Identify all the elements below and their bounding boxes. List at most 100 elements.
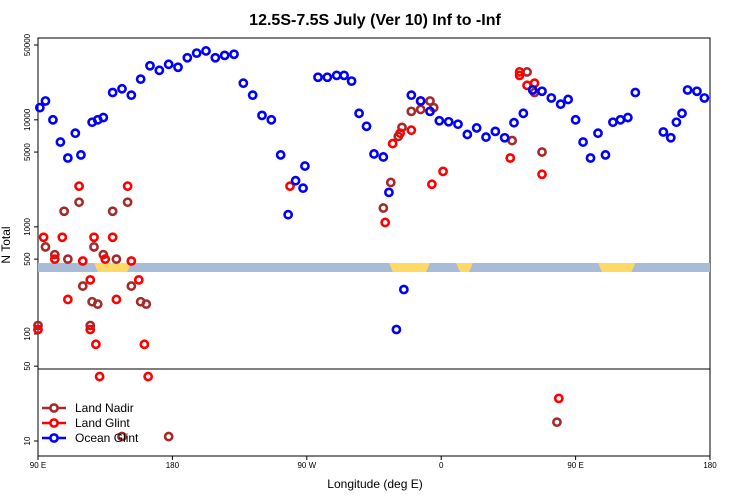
data-point-land-nadir: [537, 147, 547, 157]
data-point-land-glint: [107, 232, 118, 243]
data-point-ocean-glint: [361, 121, 372, 132]
x-tick-label: 180: [703, 461, 717, 470]
data-point-ocean-glint: [331, 70, 342, 81]
data-point-land-nadir: [122, 197, 133, 208]
data-point-land-nadir: [89, 242, 99, 252]
data-point-ocean-glint: [322, 72, 333, 83]
data-point-land-nadir: [49, 249, 60, 260]
plot-frame: [37, 37, 711, 457]
data-point-land-nadir: [522, 67, 532, 77]
data-point-ocean-glint: [692, 86, 702, 97]
x-tick-label: 0: [439, 461, 444, 470]
data-point-land-glint: [57, 232, 68, 243]
data-point-ocean-glint: [313, 72, 323, 83]
data-point-land-nadir: [415, 104, 426, 115]
data-point-land-glint: [89, 232, 99, 243]
data-point-ocean-glint: [173, 62, 183, 73]
data-point-ocean-glint: [665, 132, 676, 143]
data-point-ocean-glint: [107, 87, 118, 98]
data-point-ocean-glint: [210, 52, 221, 63]
data-point-ocean-glint: [415, 96, 426, 106]
data-point-ocean-glint: [40, 96, 51, 106]
data-point-ocean-glint: [34, 102, 45, 113]
data-point-ocean-glint: [298, 183, 308, 194]
data-point-ocean-glint: [527, 85, 538, 95]
data-point-land-nadir: [59, 206, 70, 217]
data-point-land-nadir: [77, 281, 88, 291]
data-point-land-glint: [62, 294, 73, 305]
data-point-land-glint: [438, 166, 448, 177]
data-point-land-glint: [100, 254, 111, 265]
legend-marker: [49, 433, 59, 443]
data-point-ocean-glint: [406, 90, 417, 101]
data-point-ocean-glint: [699, 93, 710, 103]
data-points: [33, 46, 710, 442]
data-point-ocean-glint: [266, 114, 277, 125]
data-point-ocean-glint: [384, 187, 394, 198]
data-point-land-glint: [85, 274, 96, 285]
data-point-land-glint: [139, 339, 150, 350]
data-point-ocean-glint: [378, 152, 389, 162]
data-point-land-nadir: [85, 320, 96, 331]
data-point-land-nadir: [141, 299, 152, 310]
y-axis-label: N Total: [0, 226, 13, 263]
data-point-ocean-glint: [509, 117, 519, 128]
y-tick-label: 50000: [23, 33, 32, 56]
data-point-ocean-glint: [434, 115, 445, 126]
data-point-land-glint: [126, 256, 137, 266]
data-point-ocean-glint: [354, 108, 364, 119]
y-tick-label: 10: [23, 436, 32, 445]
y-tick-label: 1000: [23, 217, 32, 235]
data-point-land-glint: [426, 179, 437, 190]
data-point-ocean-glint: [425, 106, 435, 117]
data-point-ocean-glint: [570, 114, 581, 125]
data-point-ocean-glint: [398, 284, 409, 295]
data-point-ocean-glint: [247, 90, 258, 101]
data-point-ocean-glint: [658, 127, 669, 137]
data-point-land-glint: [537, 169, 547, 180]
data-point-ocean-glint: [290, 175, 301, 186]
data-point-ocean-glint: [677, 108, 687, 119]
data-point-land-glint: [514, 67, 525, 77]
x-tick-label: 90 E: [30, 461, 46, 470]
data-point-ocean-glint: [443, 116, 454, 127]
ocean-band: [38, 263, 710, 272]
data-point-land-nadir: [126, 281, 137, 291]
data-point-ocean-glint: [135, 74, 146, 85]
data-point-ocean-glint: [182, 52, 193, 63]
data-point-land-nadir: [92, 299, 103, 310]
data-point-ocean-glint: [453, 119, 463, 130]
land-band-segment: [456, 263, 473, 272]
data-point-land-glint: [74, 181, 84, 192]
data-point-ocean-glint: [630, 87, 641, 98]
legend-label: Land Glint: [75, 416, 130, 430]
data-point-ocean-glint: [471, 123, 482, 133]
data-point-land-nadir: [107, 206, 118, 217]
data-point-ocean-glint: [671, 117, 682, 128]
y-axis: 10 50 100 500 1000 5000 10000 50000: [23, 33, 38, 445]
data-point-land-nadir: [62, 254, 73, 265]
data-point-ocean-glint: [585, 153, 596, 163]
data-point-ocean-glint: [275, 150, 286, 160]
data-point-land-glint: [49, 254, 60, 265]
data-point-land-nadir: [74, 197, 84, 208]
data-point-ocean-glint: [201, 46, 211, 56]
data-point-land-glint: [285, 181, 295, 192]
legend-label: Ocean Glint: [75, 431, 139, 445]
data-point-ocean-glint: [55, 137, 66, 147]
y-tick-label: 50: [23, 361, 32, 370]
data-point-ocean-glint: [283, 209, 294, 220]
data-point-ocean-glint: [219, 50, 230, 61]
x-axis-label: Longitude (deg E): [327, 477, 422, 491]
data-point-ocean-glint: [117, 83, 127, 94]
legend-label: Land Nadir: [75, 401, 134, 415]
data-point-ocean-glint: [229, 49, 239, 60]
y-tick-label: 5000: [23, 143, 32, 161]
data-point-ocean-glint: [48, 114, 58, 125]
data-point-ocean-glint: [518, 108, 529, 119]
data-point-ocean-glint: [339, 70, 350, 81]
data-point-ocean-glint: [490, 126, 501, 137]
data-point-ocean-glint: [62, 153, 73, 163]
